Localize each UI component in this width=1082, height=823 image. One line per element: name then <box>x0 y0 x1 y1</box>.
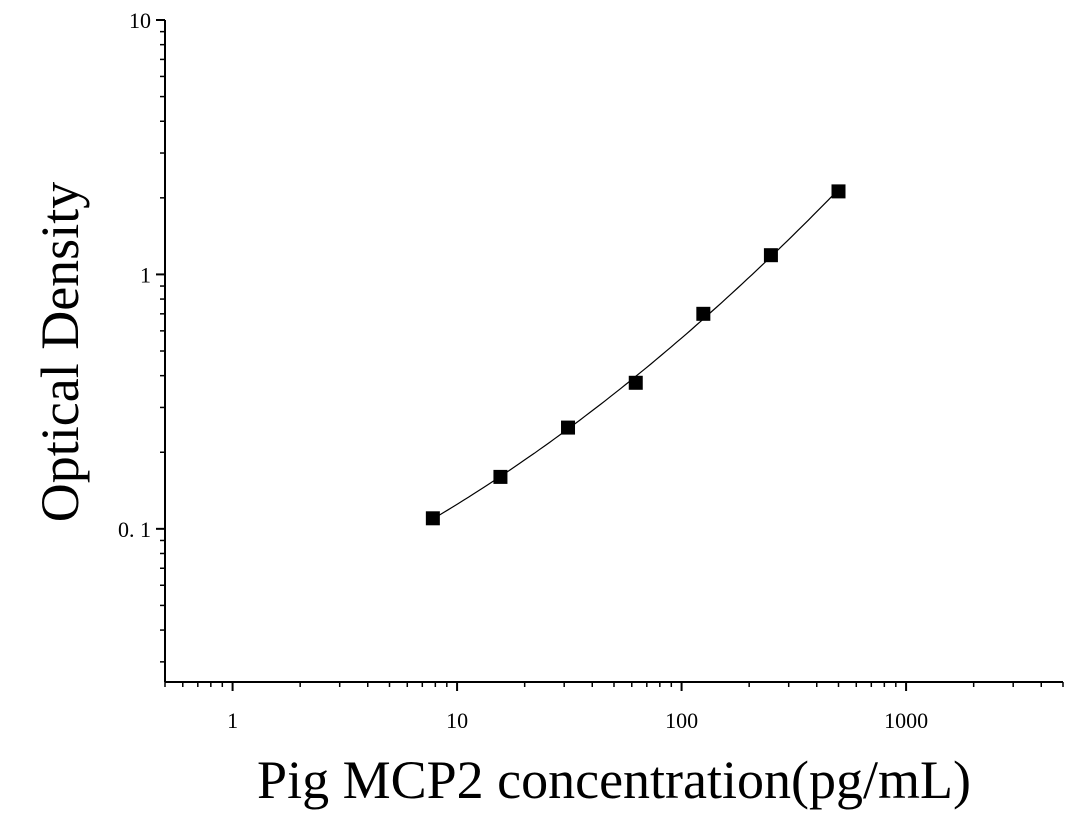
y-tick-label: 10 <box>129 8 151 33</box>
data-point <box>763 248 778 263</box>
y-axis-title: Optical Density <box>30 182 90 522</box>
x-tick-label: 1 <box>227 708 238 733</box>
x-axis-title: Pig MCP2 concentration(pg/mL) <box>257 750 971 810</box>
data-point <box>696 306 711 321</box>
data-points <box>425 184 846 526</box>
fit-curve <box>432 189 839 520</box>
data-point <box>628 375 643 390</box>
x-tick-label: 1000 <box>884 708 928 733</box>
x-tick-label: 100 <box>665 708 698 733</box>
data-point <box>425 511 440 526</box>
data-point <box>561 420 576 435</box>
data-point <box>493 469 508 484</box>
y-axis-tick-labels: 0. 1 1 10 <box>118 8 151 542</box>
y-axis-major-ticks <box>156 19 165 530</box>
x-axis-major-ticks <box>231 682 908 691</box>
x-axis-tick-labels: 1 10 100 1000 <box>227 708 928 733</box>
data-point <box>831 184 846 199</box>
y-tick-label: 1 <box>140 262 151 287</box>
y-tick-label: 0. 1 <box>118 517 151 542</box>
x-tick-label: 10 <box>446 708 468 733</box>
